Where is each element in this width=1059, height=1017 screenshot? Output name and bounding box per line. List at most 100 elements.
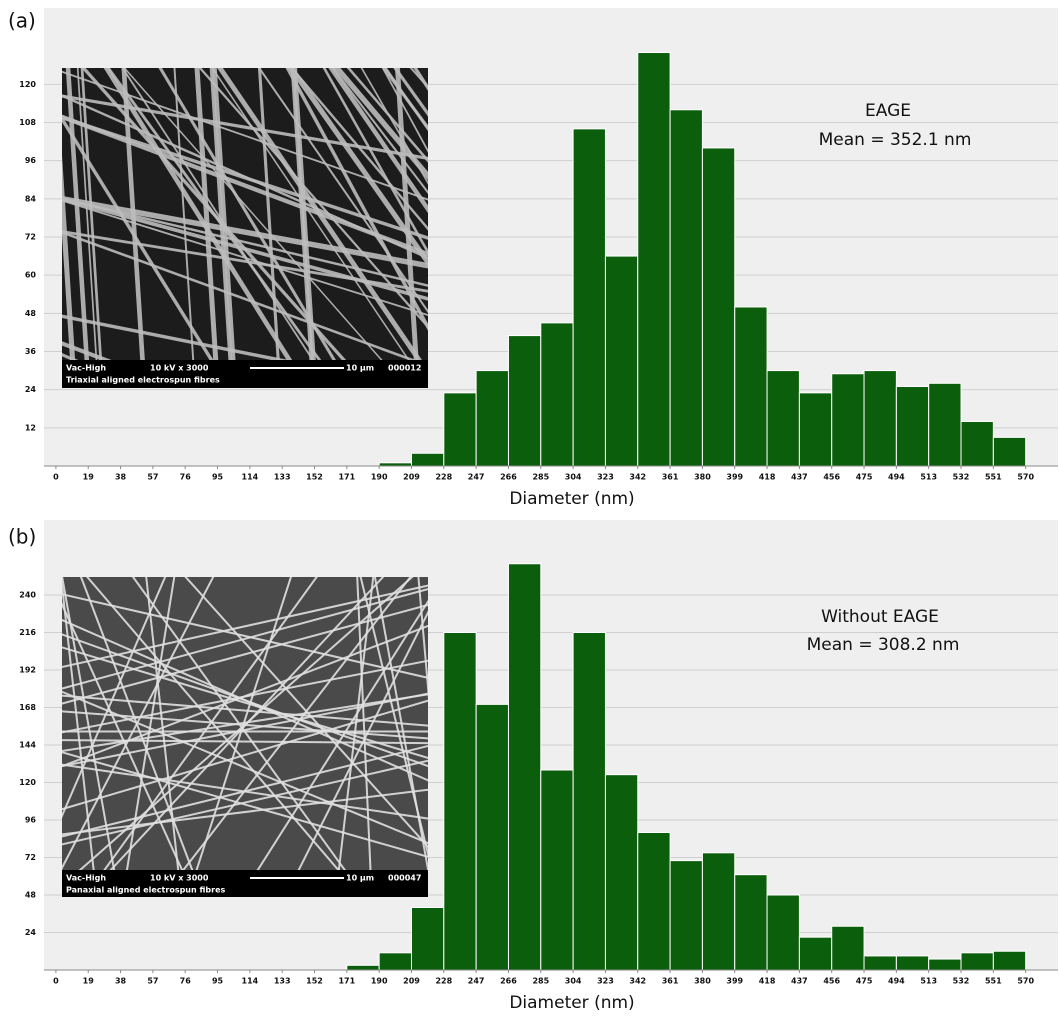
x-tick-label: 247 (468, 977, 485, 986)
fiber (80, 68, 103, 360)
y-tick-label: 108 (19, 118, 36, 127)
sem-inset: Vac-High 10 kV x 3000 10 µm 000047 Panaxial … (62, 577, 428, 897)
fiber (381, 68, 428, 153)
annotation: Mean = 308.2 nm (807, 635, 960, 655)
fiber (121, 68, 314, 360)
x-tick-label: 76 (180, 977, 192, 986)
fiber (257, 68, 428, 314)
x-tick-label: 247 (468, 473, 485, 482)
bar (928, 958, 962, 971)
fiber (257, 68, 280, 360)
x-tick-label: 361 (662, 473, 679, 482)
x-tick-label: 323 (597, 977, 614, 986)
y-tick-label: 48 (25, 891, 37, 900)
x-tick-label: 475 (856, 977, 873, 986)
fiber (62, 154, 76, 360)
x-tick-label: 323 (597, 473, 614, 482)
bar (992, 950, 1027, 971)
fiber (395, 68, 419, 360)
sem-caption: Triaxial aligned electrospun fibres (66, 376, 220, 385)
fiber (292, 68, 316, 360)
sem-info: 000012 (388, 364, 421, 373)
x-tick-label: 190 (371, 977, 388, 986)
x-tick-label: 285 (532, 473, 549, 482)
x-tick-label: 494 (888, 977, 905, 986)
fiber (337, 577, 375, 870)
bar (443, 392, 477, 467)
bar (766, 894, 800, 971)
bar (701, 852, 736, 971)
fiber (65, 68, 90, 360)
bar (637, 832, 671, 971)
fiber (62, 197, 428, 287)
fiber (287, 68, 428, 267)
x-tick-label: 304 (565, 473, 582, 482)
fibers (62, 577, 428, 870)
bar (734, 874, 768, 971)
x-tick-label: 114 (242, 977, 259, 986)
x-tick-label: 475 (856, 473, 873, 482)
annotation: Without EAGE (821, 607, 939, 627)
x-tick-label: 19 (83, 473, 95, 482)
sem-caption-bar (62, 360, 428, 388)
x-tick-label: 19 (83, 977, 95, 986)
x-tick-label: 532 (953, 473, 970, 482)
annotation: EAGE (865, 101, 911, 121)
sem-info: 10 µm (346, 874, 374, 883)
sem-info: 10 kV x 3000 (150, 364, 209, 373)
fiber (62, 197, 428, 301)
x-tick-label: 399 (726, 977, 743, 986)
fiber (356, 577, 372, 870)
x-tick-label: 209 (403, 977, 420, 986)
y-tick-label: 72 (25, 853, 36, 862)
fiber (62, 94, 428, 160)
y-tick-label: 60 (25, 271, 37, 280)
bar (701, 147, 736, 467)
fiber (285, 68, 428, 331)
x-tick-label: 114 (242, 473, 259, 482)
y-tick-label: 240 (19, 591, 36, 600)
bar (960, 420, 994, 467)
x-tick-label: 209 (403, 473, 420, 482)
y-tick-label: 120 (19, 80, 36, 89)
x-tick-label: 95 (212, 473, 224, 482)
x-tick-label: 399 (726, 473, 743, 482)
fiber (62, 70, 428, 201)
fiber (62, 646, 428, 760)
fiber (62, 577, 116, 870)
x-tick-label: 266 (500, 473, 517, 482)
fiber (62, 577, 167, 819)
fiber (360, 68, 428, 185)
fiber (62, 699, 428, 811)
panel-label: (b) (8, 525, 36, 549)
fiber (62, 314, 289, 360)
fiber (393, 68, 428, 117)
fiber (195, 577, 292, 870)
y-tick-label: 72 (25, 233, 36, 242)
x-tick-label: 228 (435, 977, 452, 986)
fiber (76, 68, 98, 360)
x-tick-label: 456 (823, 977, 840, 986)
sem-info: 10 µm (346, 364, 374, 373)
bar (734, 306, 768, 467)
x-tick-label: 570 (1017, 473, 1034, 482)
panel-label: (a) (8, 9, 36, 33)
x-tick-label: 38 (115, 473, 127, 482)
y-tick-label: 96 (25, 156, 37, 165)
fiber (62, 603, 428, 705)
bar (669, 109, 703, 467)
x-tick-label: 95 (212, 977, 224, 986)
sem-caption-bar (62, 870, 428, 897)
x-axis-label: Diameter (nm) (509, 489, 634, 509)
fiber (331, 68, 428, 195)
fiber (333, 68, 428, 181)
fiber (62, 692, 428, 768)
fiber (103, 68, 293, 360)
y-tick-label: 24 (25, 928, 37, 937)
bar (378, 952, 412, 971)
x-tick-label: 38 (115, 977, 127, 986)
bar (798, 392, 833, 467)
bar (637, 52, 671, 467)
fiber (62, 618, 428, 782)
